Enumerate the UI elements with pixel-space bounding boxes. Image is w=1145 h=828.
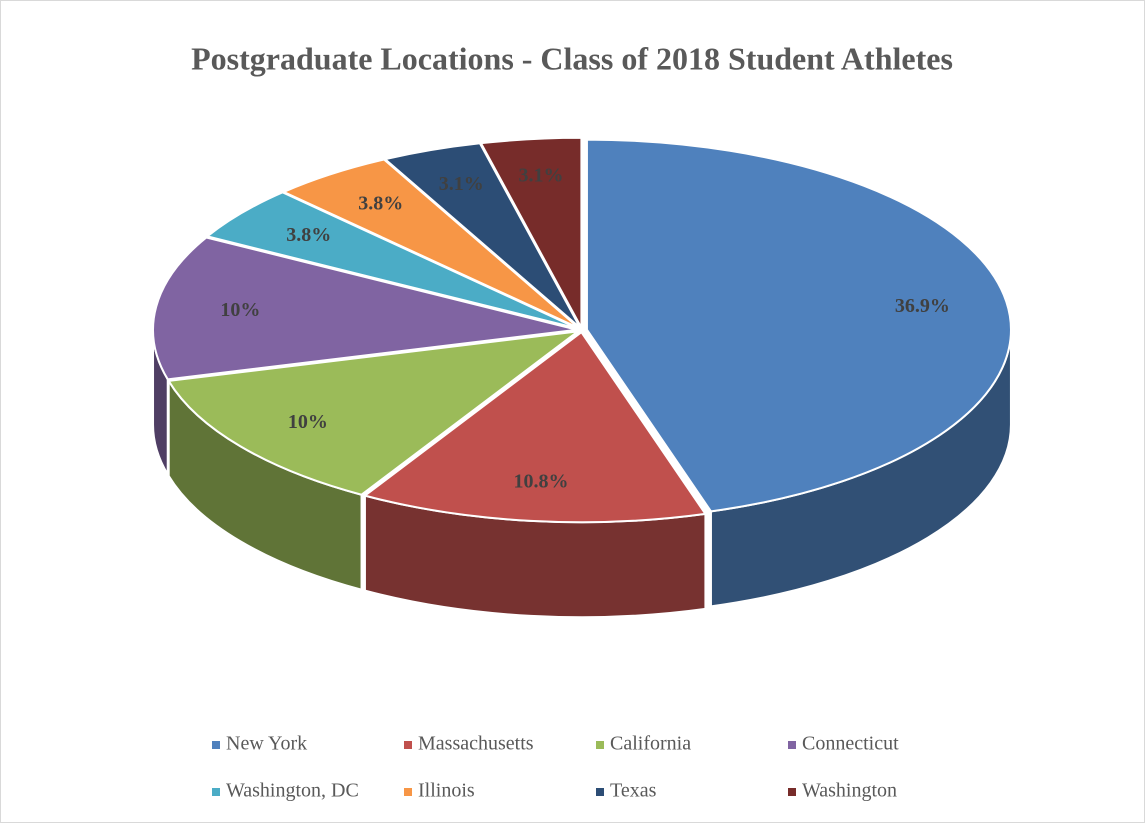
legend-marker — [788, 788, 796, 796]
pie-slice — [167, 329, 582, 496]
pie-slice — [383, 142, 582, 329]
data-label: 10.8% — [513, 471, 568, 493]
legend-label: New York — [226, 733, 307, 755]
data-label: 10% — [288, 411, 328, 433]
data-label: 3.1% — [439, 173, 484, 195]
pie-slice — [585, 138, 1012, 513]
data-label: 3.8% — [358, 192, 403, 214]
legend-label: Illinois — [418, 780, 475, 802]
legend-marker — [788, 741, 796, 749]
legend-label: Washington — [802, 780, 897, 802]
legend-marker — [596, 788, 604, 796]
pie-slice — [362, 330, 708, 524]
pie-slice — [479, 136, 583, 329]
legend-label: California — [610, 733, 691, 755]
pie-slice — [152, 236, 578, 381]
data-label: 3.1% — [518, 164, 563, 186]
legend-marker — [212, 741, 220, 749]
legend-marker — [596, 741, 604, 749]
data-label: 36.9% — [895, 295, 950, 317]
pie-slice — [281, 158, 580, 330]
legend-marker — [212, 788, 220, 796]
legend-label: Connecticut — [802, 733, 899, 755]
legend-label: Massachusetts — [418, 733, 534, 755]
legend-marker — [404, 741, 412, 749]
data-label: 3.8% — [286, 224, 331, 246]
legend-label: Washington, DC — [226, 780, 359, 802]
legend-marker — [404, 788, 412, 796]
data-label: 10% — [220, 299, 260, 321]
chart-title: Postgraduate Locations - Class of 2018 S… — [191, 40, 953, 76]
legend-label: Texas — [610, 780, 657, 802]
